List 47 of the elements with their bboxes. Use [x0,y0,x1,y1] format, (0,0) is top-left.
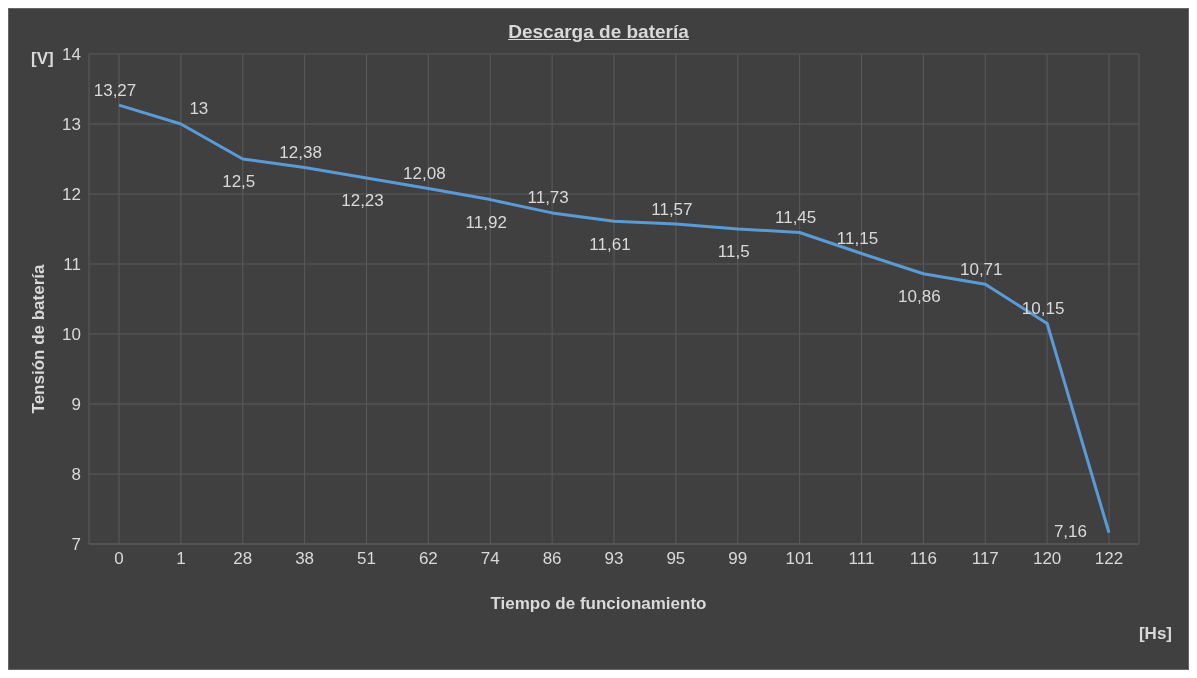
x-tick-label: 111 [848,549,875,569]
data-label: 10,86 [898,287,941,307]
data-label: 11,92 [465,213,507,233]
x-tick-label: 101 [785,549,814,569]
x-tick-label: 86 [542,549,562,569]
data-label: 12,23 [341,191,384,211]
y-tick-label: 14 [62,45,81,65]
x-tick-label: 0 [114,549,124,569]
data-label: 11,5 [717,242,750,262]
x-tick-label: 99 [728,549,748,569]
y-tick-label: 13 [62,115,81,135]
chart-title: Descarga de batería [507,21,690,43]
x-tick-label: 116 [909,549,937,569]
data-label: 11,61 [589,234,631,254]
data-label: 13,27 [93,80,137,100]
y-tick-label: 9 [71,395,81,415]
x-tick-label: 120 [1032,549,1062,569]
text: [V] [31,49,54,69]
data-label: 13 [189,99,209,119]
data-label: 11,45 [774,207,817,227]
y-tick-label: 8 [71,465,81,485]
x-tick-label: 38 [295,549,315,569]
data-label: 11,57 [651,199,693,219]
y-tick-label: 11 [63,255,81,275]
x-axis-title: Tiempo de funcionamiento [489,594,708,614]
x-tick-label: 122 [1094,549,1124,569]
y-axis-title: Tensión de batería [29,264,49,414]
data-label: 11,15 [836,228,879,248]
x-tick-label: 51 [357,549,376,569]
data-label: 12,38 [279,142,322,162]
data-label: 10,15 [1021,298,1065,318]
x-tick-label: 1 [176,549,186,569]
x-tick-label: 74 [480,549,500,569]
data-label: 10,71 [959,259,1003,279]
data-label: 7,16 [1053,522,1087,542]
x-tick-label: 62 [418,549,438,569]
data-label: 12,5 [222,172,256,192]
x-tick-label: 95 [666,549,686,569]
data-label: 11,73 [527,188,569,208]
text: [Hs] [1138,624,1172,644]
data-label: 12,08 [403,163,446,183]
x-tick-label: 93 [604,549,624,569]
x-tick-label: 117 [971,549,999,569]
y-tick-label: 12 [62,185,81,205]
y-tick-label: 7 [71,535,81,555]
y-tick-label: 10 [62,325,81,345]
x-tick-label: 28 [233,549,253,569]
